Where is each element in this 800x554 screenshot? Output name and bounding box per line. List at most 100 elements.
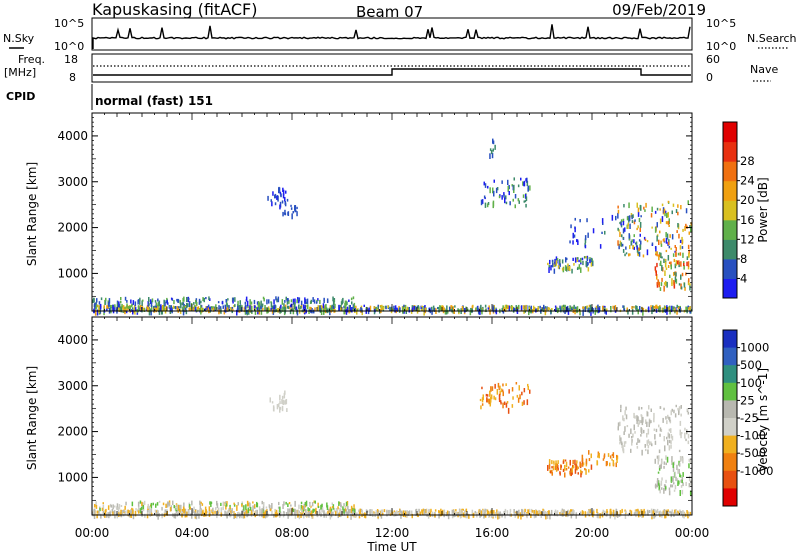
range-gate-cell — [193, 305, 196, 309]
range-gate-cell — [686, 256, 689, 260]
range-gate-cell — [310, 307, 312, 314]
range-gate-cell — [655, 246, 657, 252]
range-gate-cell — [120, 509, 122, 516]
range-gate-cell — [677, 480, 679, 484]
range-gate-cell — [575, 306, 577, 312]
range-gate-cell — [548, 459, 551, 464]
range-gate-cell — [599, 244, 602, 249]
beam-title: Beam 07 — [356, 3, 423, 21]
range-gate-cell — [220, 502, 222, 506]
range-gate-cell — [359, 508, 361, 514]
range-gate-cell — [340, 511, 342, 517]
range-gate-cell — [373, 306, 376, 309]
range-gate-cell — [578, 264, 581, 270]
range-gate-cell — [632, 214, 634, 218]
range-gate-cell — [363, 304, 365, 307]
range-gate-cell — [642, 416, 644, 423]
range-gate-cell — [661, 277, 663, 282]
nsearch-tick-bottom: 10^0 — [706, 40, 736, 53]
range-gate-cell — [572, 232, 574, 239]
range-gate-cell — [330, 306, 333, 312]
range-gate-cell — [431, 512, 434, 517]
range-gate-cell — [245, 296, 248, 301]
range-gate-cell — [208, 296, 210, 301]
range-gate-cell — [559, 472, 561, 476]
range-gate-cell — [666, 233, 669, 240]
range-gate-cell — [457, 308, 459, 312]
range-gate-cell — [520, 513, 522, 520]
range-gate-cell — [609, 510, 611, 515]
range-gate-cell — [680, 432, 682, 439]
range-gate-cell — [564, 304, 566, 311]
range-gate-cell — [208, 506, 211, 511]
range-gate-cell — [188, 502, 190, 506]
range-gate-cell — [175, 511, 177, 516]
range-gate-cell — [658, 424, 660, 428]
range-gate-cell — [544, 306, 547, 311]
y-tick-label: 3000 — [57, 379, 88, 393]
range-gate-cell — [629, 245, 631, 250]
range-gate-cell — [118, 511, 120, 517]
range-gate-cell — [249, 305, 251, 311]
range-gate-cell — [648, 441, 651, 446]
range-gate-cell — [577, 472, 579, 475]
range-gate-cell — [523, 400, 525, 405]
nsky-tick-top: 10^5 — [54, 17, 84, 30]
range-gate-cell — [222, 507, 224, 511]
range-gate-cell — [365, 306, 368, 310]
range-gate-cell — [397, 308, 399, 311]
range-gate-cell — [166, 502, 169, 508]
range-gate-cell — [620, 224, 623, 228]
range-gate-cell — [325, 304, 327, 310]
range-gate-cell — [323, 510, 325, 516]
range-gate-cell — [134, 307, 137, 311]
range-gate-cell — [640, 434, 642, 437]
range-gate-cell — [137, 508, 140, 514]
range-gate-cell — [560, 309, 562, 312]
range-gate-cell — [624, 509, 626, 512]
range-gate-cell — [587, 267, 590, 272]
range-gate-cell — [660, 252, 662, 259]
range-gate-cell — [356, 309, 359, 312]
range-gate-cell — [257, 309, 259, 315]
range-gate-cell — [429, 307, 431, 311]
range-gate-cell — [664, 259, 667, 264]
range-gate-cell — [217, 511, 220, 514]
power-heatmap — [92, 138, 692, 316]
y-tick-label: 2000 — [57, 221, 88, 235]
range-gate-cell — [121, 303, 123, 308]
range-gate-cell — [637, 422, 639, 427]
range-gate-cell — [420, 307, 423, 310]
range-gate-cell — [629, 511, 632, 515]
range-gate-cell — [526, 180, 529, 187]
range-gate-cell — [683, 282, 686, 288]
range-gate-cell — [619, 435, 621, 441]
range-gate-cell — [651, 309, 653, 315]
range-gate-cell — [287, 508, 289, 514]
range-gate-cell — [167, 501, 169, 505]
range-gate-cell — [530, 305, 532, 310]
range-gate-cell — [633, 412, 635, 419]
range-gate-cell — [289, 309, 292, 315]
range-gate-cell — [336, 509, 339, 515]
range-gate-cell — [659, 464, 661, 469]
range-gate-cell — [671, 278, 673, 285]
range-gate-cell — [672, 466, 675, 472]
range-gate-cell — [680, 413, 682, 417]
range-gate-cell — [471, 509, 474, 516]
range-gate-cell — [670, 264, 672, 270]
range-gate-cell — [626, 425, 629, 428]
range-gate-cell — [656, 510, 658, 514]
range-gate-cell — [668, 445, 671, 451]
range-gate-cell — [673, 280, 675, 285]
range-gate-cell — [628, 215, 631, 222]
range-gate-cell — [603, 305, 605, 312]
range-gate-cell — [283, 501, 285, 506]
range-gate-cell — [504, 508, 507, 513]
range-gate-cell — [554, 467, 557, 471]
range-gate-cell — [277, 296, 280, 303]
range-gate-cell — [297, 509, 299, 515]
y-tick-label: 3000 — [57, 175, 88, 189]
range-gate-cell — [501, 513, 503, 518]
range-gate-cell — [668, 416, 670, 420]
